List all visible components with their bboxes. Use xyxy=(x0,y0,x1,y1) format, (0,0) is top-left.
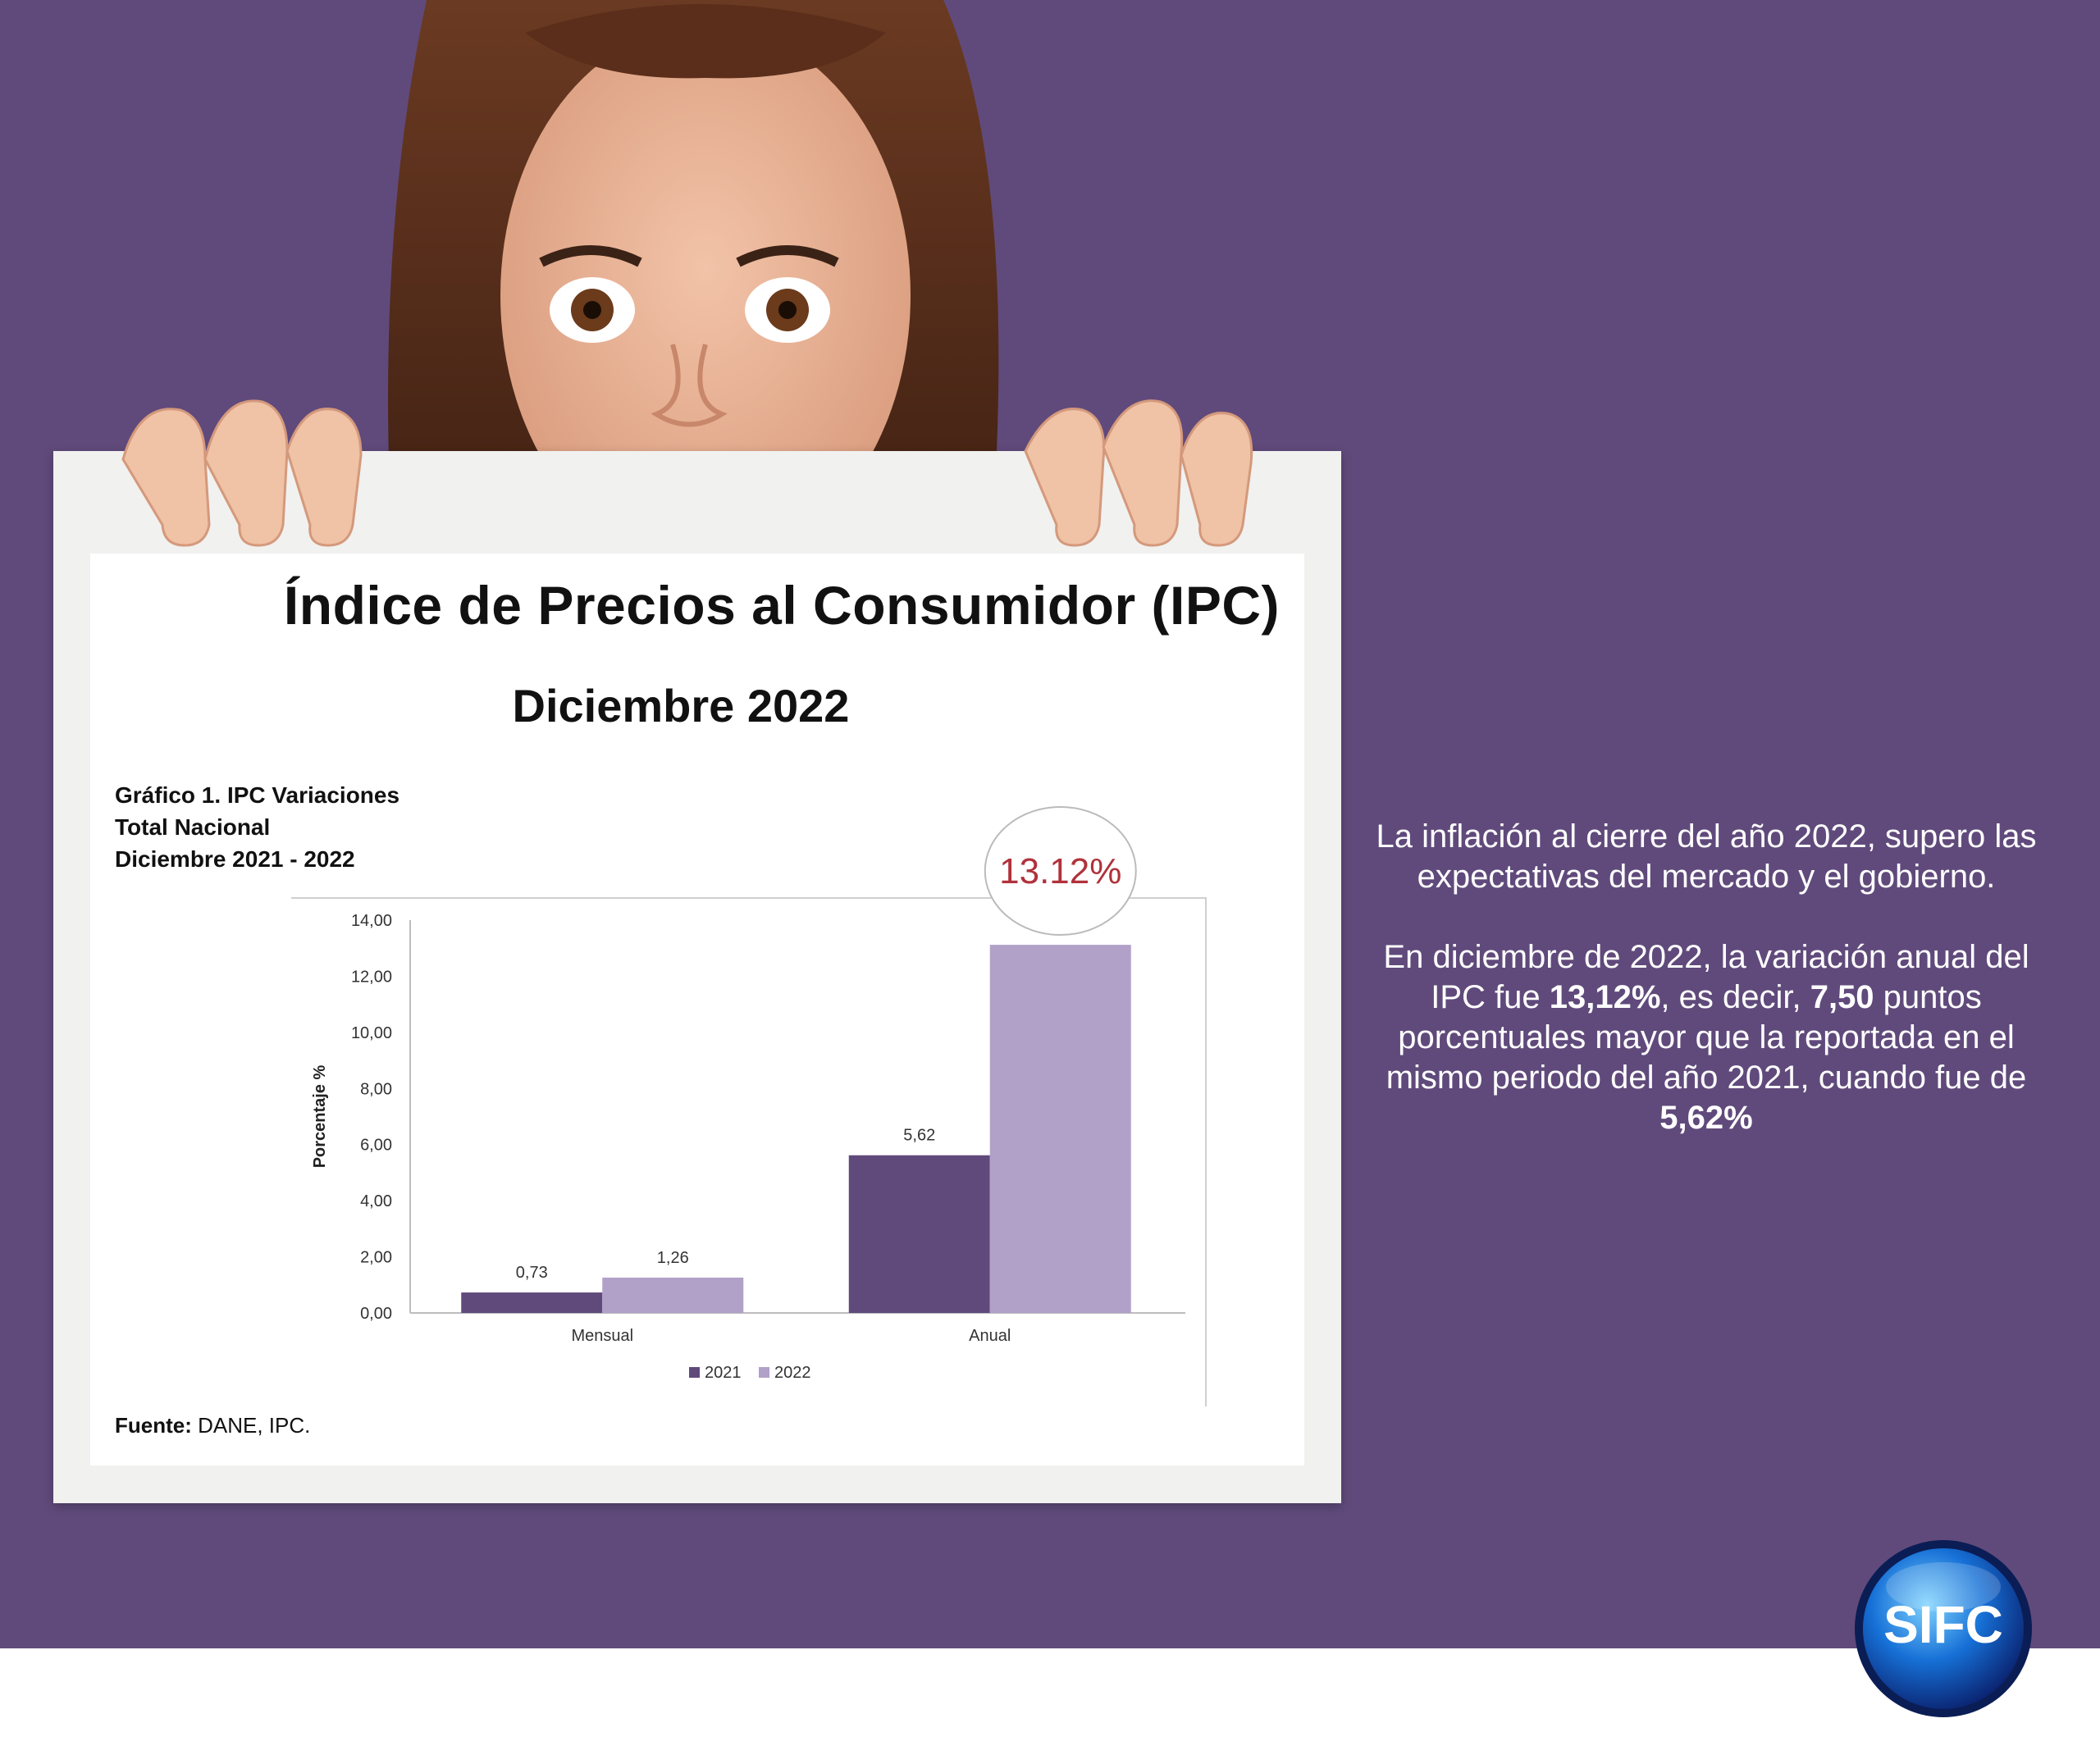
desc-bold-2021: 5,62% xyxy=(1659,1100,1753,1136)
desc-text-c: , es decir, xyxy=(1660,979,1810,1015)
hands-illustration xyxy=(121,399,1253,547)
y-axis-title: Porcentaje % xyxy=(311,1064,329,1168)
source-text: DANE, IPC. xyxy=(191,1413,311,1438)
data-label: 5,62 xyxy=(903,1127,935,1145)
legend-label-2022: 2022 xyxy=(774,1364,811,1382)
bar-anual-2021 xyxy=(848,1155,990,1313)
bar-mensual-2022 xyxy=(602,1277,744,1313)
chart-source: Fuente: DANE, IPC. xyxy=(115,1413,310,1438)
sifc-logo: SIFC xyxy=(1855,1540,2032,1717)
y-tick-label: 2,00 xyxy=(360,1249,392,1267)
y-tick-label: 0,00 xyxy=(360,1305,392,1323)
description-text: La inflación al cierre del año 2022, sup… xyxy=(1362,817,2051,1178)
desc-text-e: puntos porcentuales mayor que la reporta… xyxy=(1386,979,2027,1096)
y-tick-label: 10,00 xyxy=(351,1024,392,1042)
chart-caption-line1: Gráfico 1. IPC Variaciones xyxy=(115,782,400,808)
page-subtitle: Diciembre 2022 xyxy=(512,680,850,732)
source-label: Fuente: xyxy=(115,1413,192,1438)
description-paragraph-1: La inflación al cierre del año 2022, sup… xyxy=(1376,818,2037,895)
highlight-circle xyxy=(984,806,1137,936)
legend-swatch-2022 xyxy=(759,1367,769,1378)
data-label: 1,26 xyxy=(657,1249,689,1267)
sifc-logo-text: SIFC xyxy=(1883,1595,2003,1654)
page-title: Índice de Precios al Consumidor (IPC) xyxy=(283,575,1280,636)
x-tick-label: Anual xyxy=(969,1327,1011,1345)
woman-illustration xyxy=(388,0,999,574)
chart-caption: Gráfico 1. IPC Variaciones Total Naciona… xyxy=(115,779,399,875)
y-tick-label: 14,00 xyxy=(351,912,392,930)
legend-swatch-2021 xyxy=(689,1367,700,1378)
y-tick-label: 12,00 xyxy=(351,968,392,986)
y-tick-label: 6,00 xyxy=(360,1137,392,1155)
data-label: 0,73 xyxy=(516,1264,548,1282)
desc-bold-points: 7,50 xyxy=(1810,979,1874,1015)
chart-caption-line3: Diciembre 2021 - 2022 xyxy=(115,846,355,872)
highlight-value: 13.12% xyxy=(999,851,1121,891)
description-paragraph-2: En diciembre de 2022, la variación anual… xyxy=(1362,937,2051,1138)
y-tick-label: 4,00 xyxy=(360,1192,392,1210)
desc-bold-annual: 13,12% xyxy=(1549,979,1661,1015)
desc-text-a: En diciembre de 2022, la variación anual… xyxy=(1383,939,2029,1015)
chart-frame xyxy=(291,897,1207,1406)
ipc-bar-chart: 0,00 2,00 4,00 6,00 8,00 10,00 12,00 14,00 Porce… xyxy=(291,806,1207,1406)
y-tick-label: 8,00 xyxy=(360,1080,392,1098)
bar-mensual-2021 xyxy=(461,1292,603,1313)
x-tick-label: Mensual xyxy=(571,1327,633,1345)
chart-caption-line2: Total Nacional xyxy=(115,814,271,840)
bar-anual-2022 xyxy=(989,945,1131,1313)
legend-label-2021: 2021 xyxy=(705,1364,742,1382)
